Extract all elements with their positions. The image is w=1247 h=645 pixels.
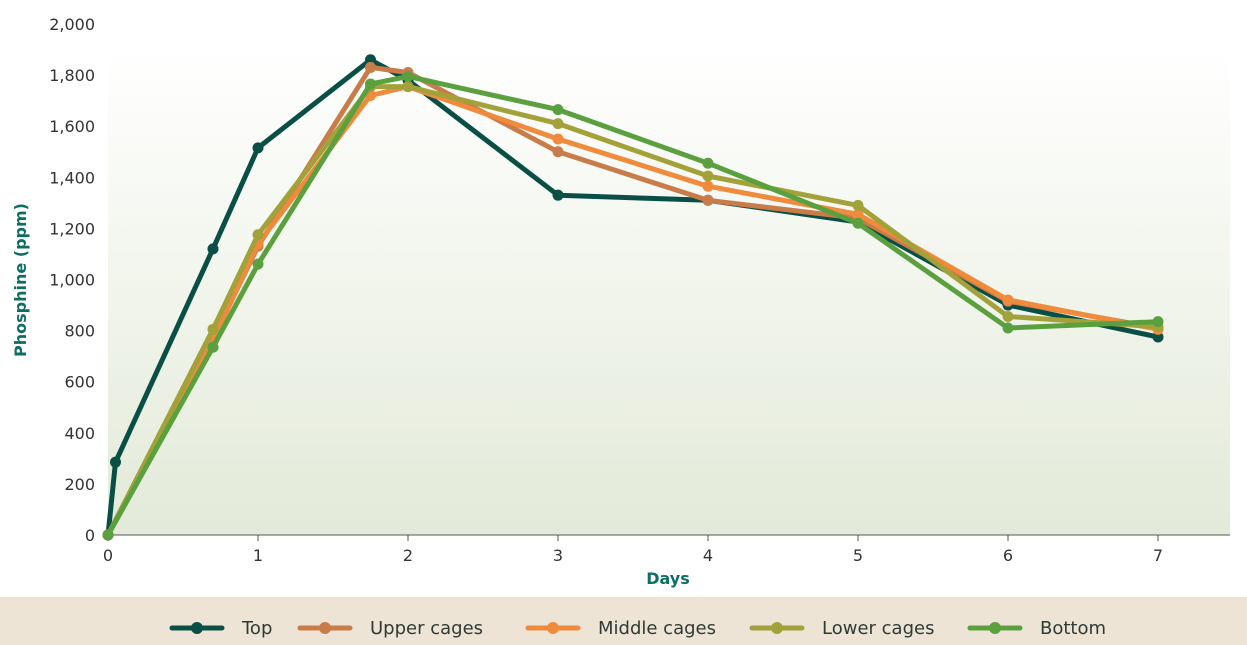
x-tick-label: 3 — [553, 546, 563, 565]
data-point-top — [1152, 331, 1164, 343]
legend-swatch-marker — [771, 622, 783, 634]
data-point-lower-cages — [1002, 311, 1014, 323]
y-tick-label: 0 — [85, 526, 95, 545]
plot-background — [108, 50, 1230, 535]
data-point-bottom — [102, 529, 114, 541]
legend-label: Middle cages — [598, 618, 716, 639]
data-point-top — [110, 456, 121, 468]
legend-swatch-marker — [989, 622, 1001, 634]
data-point-lower-cages — [207, 323, 219, 335]
data-point-top — [207, 243, 219, 255]
data-point-bottom — [365, 78, 376, 90]
data-point-bottom — [1002, 322, 1014, 334]
y-tick-label: 1,600 — [49, 117, 95, 136]
data-point-bottom — [702, 157, 714, 169]
x-tick-label: 7 — [1153, 546, 1163, 565]
legend-label: Upper cages — [370, 618, 483, 639]
data-point-middle-cages — [552, 133, 564, 145]
data-point-middle-cages — [852, 208, 864, 220]
x-tick-label: 0 — [103, 546, 113, 565]
series-line-lower-cages — [105, 84, 1161, 538]
data-point-bottom — [1152, 316, 1164, 328]
series-layer — [102, 54, 1164, 541]
y-tick-label: 800 — [64, 322, 95, 341]
legend-label: Bottom — [1040, 618, 1106, 639]
y-tick-label: 2,000 — [49, 15, 95, 34]
data-point-bottom — [402, 70, 414, 82]
legend-background — [0, 597, 1247, 645]
data-point-lower-cages — [852, 199, 864, 211]
legend-item-top: Top — [169, 618, 272, 639]
x-tick-label: 1 — [253, 546, 263, 565]
data-point-bottom — [252, 258, 264, 270]
data-point-lower-cages — [702, 170, 714, 182]
y-axis-title: Phosphine (ppm) — [11, 203, 30, 357]
y-tick-label: 1,200 — [49, 219, 95, 238]
data-point-bottom — [852, 217, 864, 229]
legend-item-lower-cages: Lower cages — [749, 618, 934, 639]
x-axis-title: Days — [646, 569, 690, 588]
data-point-upper-cages — [552, 146, 564, 158]
y-tick-label: 200 — [64, 475, 95, 494]
data-point-middle-cages — [702, 180, 714, 192]
data-point-lower-cages — [402, 81, 414, 93]
series-bottom — [102, 70, 1164, 541]
data-point-bottom — [207, 341, 219, 353]
x-tick-label: 4 — [703, 546, 713, 565]
x-tick-labels: 0 1 2 3 4 5 6 7 — [103, 535, 1163, 565]
x-tick-label: 5 — [853, 546, 863, 565]
data-point-upper-cages — [702, 194, 714, 206]
data-point-bottom — [552, 104, 564, 116]
series-line-middle-cages — [105, 84, 1161, 538]
legend-swatch-marker — [547, 622, 559, 634]
data-point-lower-cages — [252, 229, 264, 241]
data-point-top — [252, 142, 264, 154]
data-point-top — [365, 54, 376, 66]
legend-label: Lower cages — [822, 618, 934, 639]
legend-swatch-marker — [191, 622, 203, 634]
y-tick-label: 1,800 — [49, 66, 95, 85]
legend-label: Top — [241, 618, 272, 639]
y-tick-label: 600 — [64, 373, 95, 392]
legend-swatch-marker — [319, 622, 331, 634]
y-tick-labels: 0 200 400 600 800 1,000 1,200 1,400 1,600 1,800 2,… — [49, 15, 95, 545]
data-point-middle-cages — [1002, 294, 1014, 306]
x-tick-label: 6 — [1003, 546, 1013, 565]
y-tick-label: 400 — [64, 424, 95, 443]
data-point-lower-cages — [552, 118, 564, 130]
legend-item-bottom: Bottom — [967, 618, 1106, 639]
legend-item-upper-cages: Upper cages — [297, 618, 483, 639]
series-line-bottom — [105, 73, 1161, 538]
data-point-upper-cages — [365, 61, 376, 73]
x-tick-label: 2 — [403, 546, 413, 565]
y-tick-label: 1,000 — [49, 271, 95, 290]
legend-item-middle-cages: Middle cages — [525, 618, 716, 639]
y-tick-label: 1,400 — [49, 168, 95, 187]
data-point-top — [552, 189, 564, 201]
legend: Top Upper cages Middle cages Lower cages Bot… — [169, 618, 1106, 639]
